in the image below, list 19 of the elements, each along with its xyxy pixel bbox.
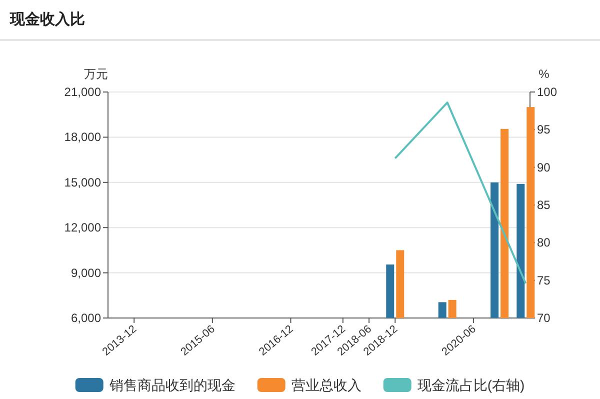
legend-label: 营业总收入 — [291, 377, 362, 393]
y2-tick-label: 80 — [537, 236, 551, 250]
y-tick-label: 6,000 — [70, 311, 102, 325]
legend-label: 现金流占比(右轴) — [417, 377, 525, 393]
y-tick-label: 21,000 — [64, 85, 102, 99]
y2-tick-label: 85 — [537, 198, 551, 212]
y2-tick-label: 70 — [537, 311, 551, 325]
y2-tick-label: 100 — [537, 85, 558, 99]
y-axis-title: 万元 — [84, 67, 108, 81]
chart-title: 现金收入比 — [9, 11, 85, 28]
y-tick-label: 9,000 — [70, 266, 102, 280]
y2-tick-label: 90 — [537, 160, 551, 174]
y-tick-label: 18,000 — [64, 130, 102, 144]
y-tick-label: 12,000 — [64, 220, 102, 235]
y2-tick-label: 75 — [537, 273, 551, 288]
y2-axis-title: % — [538, 67, 550, 81]
legend-label: 销售商品收到的现金 — [108, 377, 236, 393]
y2-tick-label: 95 — [537, 122, 551, 137]
y-tick-label: 15,000 — [64, 175, 102, 190]
